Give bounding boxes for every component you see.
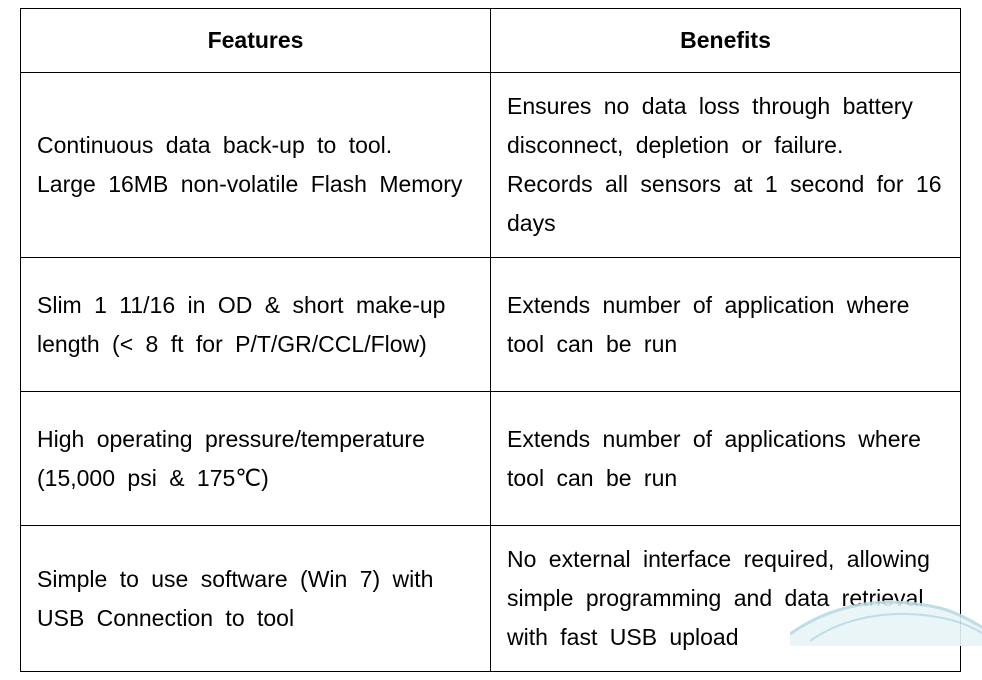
column-header-benefits: Benefits [491,9,961,73]
benefit-cell: Extends number of applications where too… [491,392,961,526]
benefit-cell: No external interface required, allowing… [491,526,961,672]
table-row: Continuous data back-up to tool.Large 16… [21,73,961,258]
features-benefits-table-wrap: Features Benefits Continuous data back-u… [0,0,982,680]
table-row: High operating pressure/temperature (15,… [21,392,961,526]
feature-cell: Continuous data back-up to tool.Large 16… [21,73,491,258]
benefit-cell: Ensures no data loss through battery dis… [491,73,961,258]
feature-cell: Simple to use software (Win 7) with USB … [21,526,491,672]
feature-cell: Slim 1 11/16 in OD & short make-up lengt… [21,258,491,392]
benefit-cell: Extends number of application where tool… [491,258,961,392]
feature-cell: High operating pressure/temperature (15,… [21,392,491,526]
table-row: Slim 1 11/16 in OD & short make-up lengt… [21,258,961,392]
table-row: Simple to use software (Win 7) with USB … [21,526,961,672]
features-benefits-table: Features Benefits Continuous data back-u… [20,8,961,672]
column-header-features: Features [21,9,491,73]
